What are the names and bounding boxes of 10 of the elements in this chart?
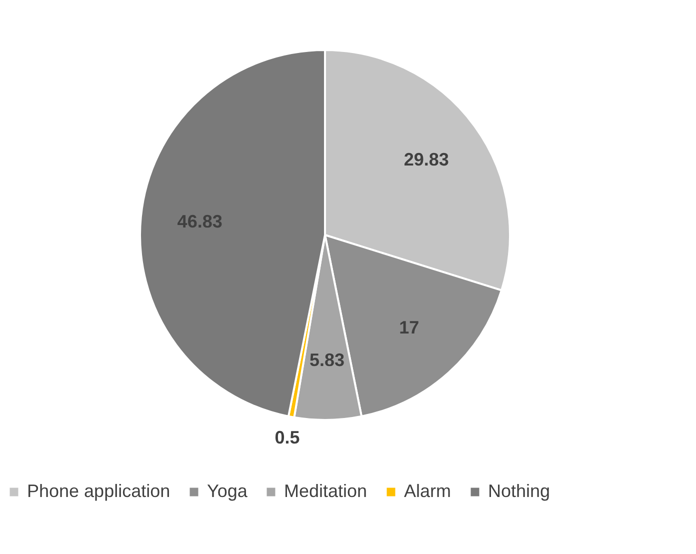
data-label: 46.83 [177,212,222,232]
data-label: 17 [399,317,420,338]
legend-label: Meditation [284,481,368,501]
data-label: 5.83 [309,350,344,370]
legend-label: Alarm [404,481,452,501]
legend-label: Phone application [27,481,170,501]
data-label: 0.5 [274,428,300,448]
legend-label: Nothing [488,481,550,501]
legend-label: Yoga [207,481,248,501]
data-label: 29.83 [404,150,449,170]
